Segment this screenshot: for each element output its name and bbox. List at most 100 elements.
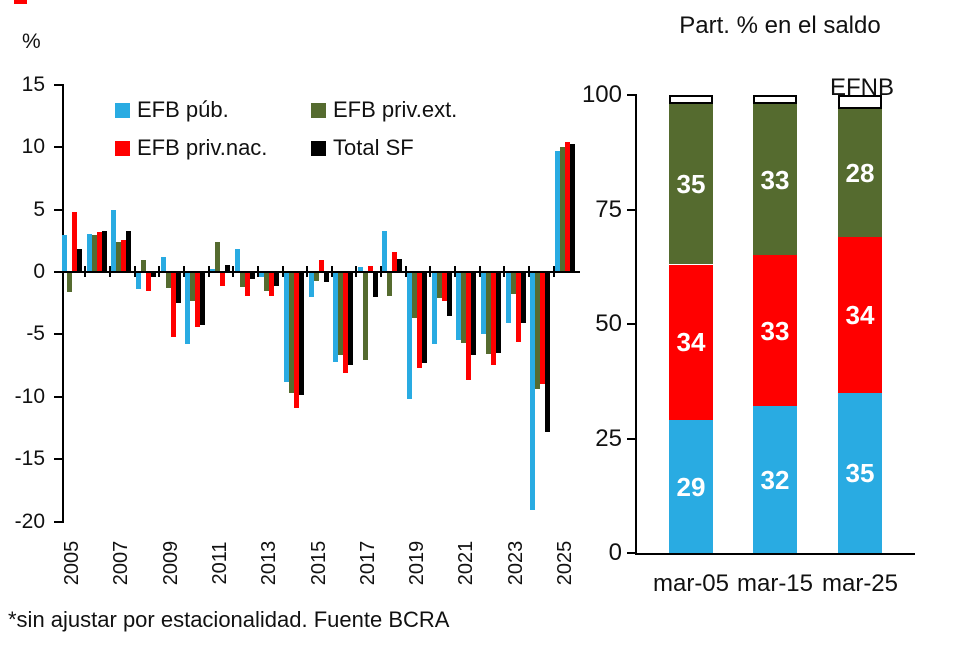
left-xlabel-2005: 2005: [61, 540, 83, 586]
bar-2015-efb-p-b: [308, 273, 314, 297]
bar-2024-total-sf: [545, 273, 551, 432]
bar-2013-total-sf: [274, 273, 280, 286]
bar-2022-efb-p-b: [481, 273, 486, 335]
bar-2022-efb-priv-nac: [491, 273, 496, 366]
left-ytick--15: [54, 458, 62, 461]
bar-2019-efb-priv-nac: [417, 273, 423, 368]
bar-2007-total-sf: [126, 231, 132, 271]
segment-mar-15-efnb: [753, 95, 797, 105]
segment-mar-05-efb-priv-ext: [669, 104, 713, 265]
footnote: *sin ajustar por estacionalidad. Fuente …: [8, 607, 450, 632]
bar-2013-efb-p-b: [259, 273, 265, 277]
right-ytick-25: [627, 437, 635, 440]
left-xlabel-2015: 2015: [307, 540, 330, 586]
segment-mar-25-efb-priv-ext: [838, 108, 882, 237]
bar-2016-efb-priv-nac: [343, 273, 349, 373]
left-xlabel-2007: 2007: [110, 540, 133, 586]
bar-2010-efb-priv-nac: [195, 273, 201, 327]
bar-2021-efb-priv-nac: [466, 273, 472, 381]
bar-2011-efb-p-b: [209, 268, 215, 271]
bar-2005-total-sf: [77, 248, 82, 271]
bar-2007-efb-priv-nac: [121, 239, 127, 271]
total-sf-legend-label: Total SF: [333, 135, 414, 160]
bar-2010-efb-p-b: [185, 273, 191, 345]
bar-2012-total-sf: [249, 273, 255, 280]
bar-2015-efb-priv-nac: [318, 259, 324, 271]
right-ytick-label-100: 100: [581, 81, 622, 108]
segment-mar-05-efb-p-b: [669, 420, 713, 553]
bar-2017-efb-priv-ext: [362, 273, 368, 361]
left-xlabel-2023: 2023: [504, 540, 527, 586]
bar-2025-total-sf: [570, 143, 575, 271]
bar-2007-efb-p-b: [111, 209, 117, 271]
bar-2021-total-sf: [471, 273, 477, 356]
bar-2020-efb-priv-nac: [441, 273, 447, 301]
segment-mar-25-efb-p-b: [838, 392, 882, 553]
bar-2023-efb-p-b: [505, 273, 511, 323]
segment-label-mar-05-efb-priv-nac: 34: [676, 327, 706, 358]
left-xlabel-2021: 2021: [455, 540, 478, 586]
left-ytick-15: [54, 83, 62, 86]
left-xlabel-2017: 2017: [356, 540, 379, 586]
bar-2015-total-sf: [323, 273, 329, 282]
bar-2008-efb-p-b: [135, 273, 141, 290]
bar-2005-efb-p-b: [62, 234, 67, 271]
segment-mar-15-efb-priv-ext: [753, 104, 797, 256]
left-y-axis-spine: [62, 84, 64, 523]
left-xlabel-2011: 2011: [208, 541, 231, 585]
bar-2007-efb-priv-ext: [116, 242, 122, 271]
right-ytick-label-0: 0: [608, 539, 622, 566]
bar-2009-total-sf: [175, 273, 181, 303]
bar-2008-total-sf: [150, 273, 156, 277]
segment-mar-05-efnb: [669, 95, 713, 105]
bar-2011-total-sf: [224, 264, 230, 271]
bar-2017-efb-priv-nac: [367, 266, 373, 271]
bar-2014-total-sf: [298, 273, 304, 396]
bar-2012-efb-priv-ext: [239, 273, 245, 287]
segment-mar-25-efnb: [838, 95, 882, 109]
left-ytick-label--15: -15: [14, 447, 45, 471]
bar-2023-efb-priv-nac: [515, 273, 521, 342]
left-ytick-label-15: 15: [21, 72, 45, 96]
bar-2011-efb-priv-ext: [214, 242, 220, 271]
efb-priv-ext-legend-label: EFB priv.ext.: [333, 97, 458, 122]
right-ytick-100: [627, 94, 635, 96]
right-y-axis-spine: [635, 94, 637, 555]
bar-2011-efb-priv-nac: [219, 273, 225, 286]
bar-2024-efb-p-b: [530, 273, 536, 511]
left-ytick--5: [54, 333, 62, 336]
bar-2009-efb-priv-nac: [170, 273, 176, 337]
left-ytick-label-0: 0: [33, 260, 45, 283]
left-ytick-label--10: -10: [14, 384, 45, 408]
right-ytick-label-75: 75: [595, 195, 622, 223]
bar-2019-total-sf: [422, 273, 428, 363]
bar-2006-total-sf: [101, 231, 107, 271]
left-xlabel-2013: 2013: [258, 540, 281, 586]
segment-label-mar-15-efb-p-b: 32: [760, 464, 790, 495]
bar-2014-efb-priv-ext: [288, 273, 294, 393]
bar-2017-total-sf: [372, 273, 378, 297]
bar-2014-efb-p-b: [283, 273, 289, 382]
segment-label-mar-05-efb-priv-ext: 35: [676, 169, 706, 200]
bar-2005-efb-priv-nac: [72, 212, 77, 271]
right-stacked-bar-chart: Part. % en el saldo EFNB 100 75 50 25 0 29 34…: [560, 0, 960, 652]
bar-2016-efb-priv-ext: [338, 273, 344, 356]
total-sf-legend-swatch: [311, 141, 326, 156]
right-chart-title: Part. % en el saldo: [679, 12, 881, 39]
right-ytick-label-50: 50: [595, 310, 622, 337]
bar-2022-efb-priv-ext: [486, 273, 491, 355]
segment-mar-15-efb-priv-nac: [753, 255, 797, 407]
efb-priv-ext-legend-swatch: [311, 103, 326, 118]
segment-mar-05-efb-priv-nac: [669, 264, 713, 421]
right-ytick-label-25: 25: [595, 424, 622, 452]
segment-label-mar-15-efb-priv-ext: 33: [760, 164, 790, 195]
bar-2012-efb-p-b: [234, 248, 240, 271]
left-xlabel-2009: 2009: [159, 540, 182, 586]
bar-2024-efb-priv-nac: [540, 273, 546, 385]
left-ytick--20: [54, 520, 62, 523]
bar-2025-efb-priv-ext: [560, 147, 565, 271]
bar-2018-total-sf: [397, 258, 403, 271]
crop-artifact-red-dash: [14, 0, 27, 4]
bar-2008-efb-priv-ext: [140, 259, 146, 271]
